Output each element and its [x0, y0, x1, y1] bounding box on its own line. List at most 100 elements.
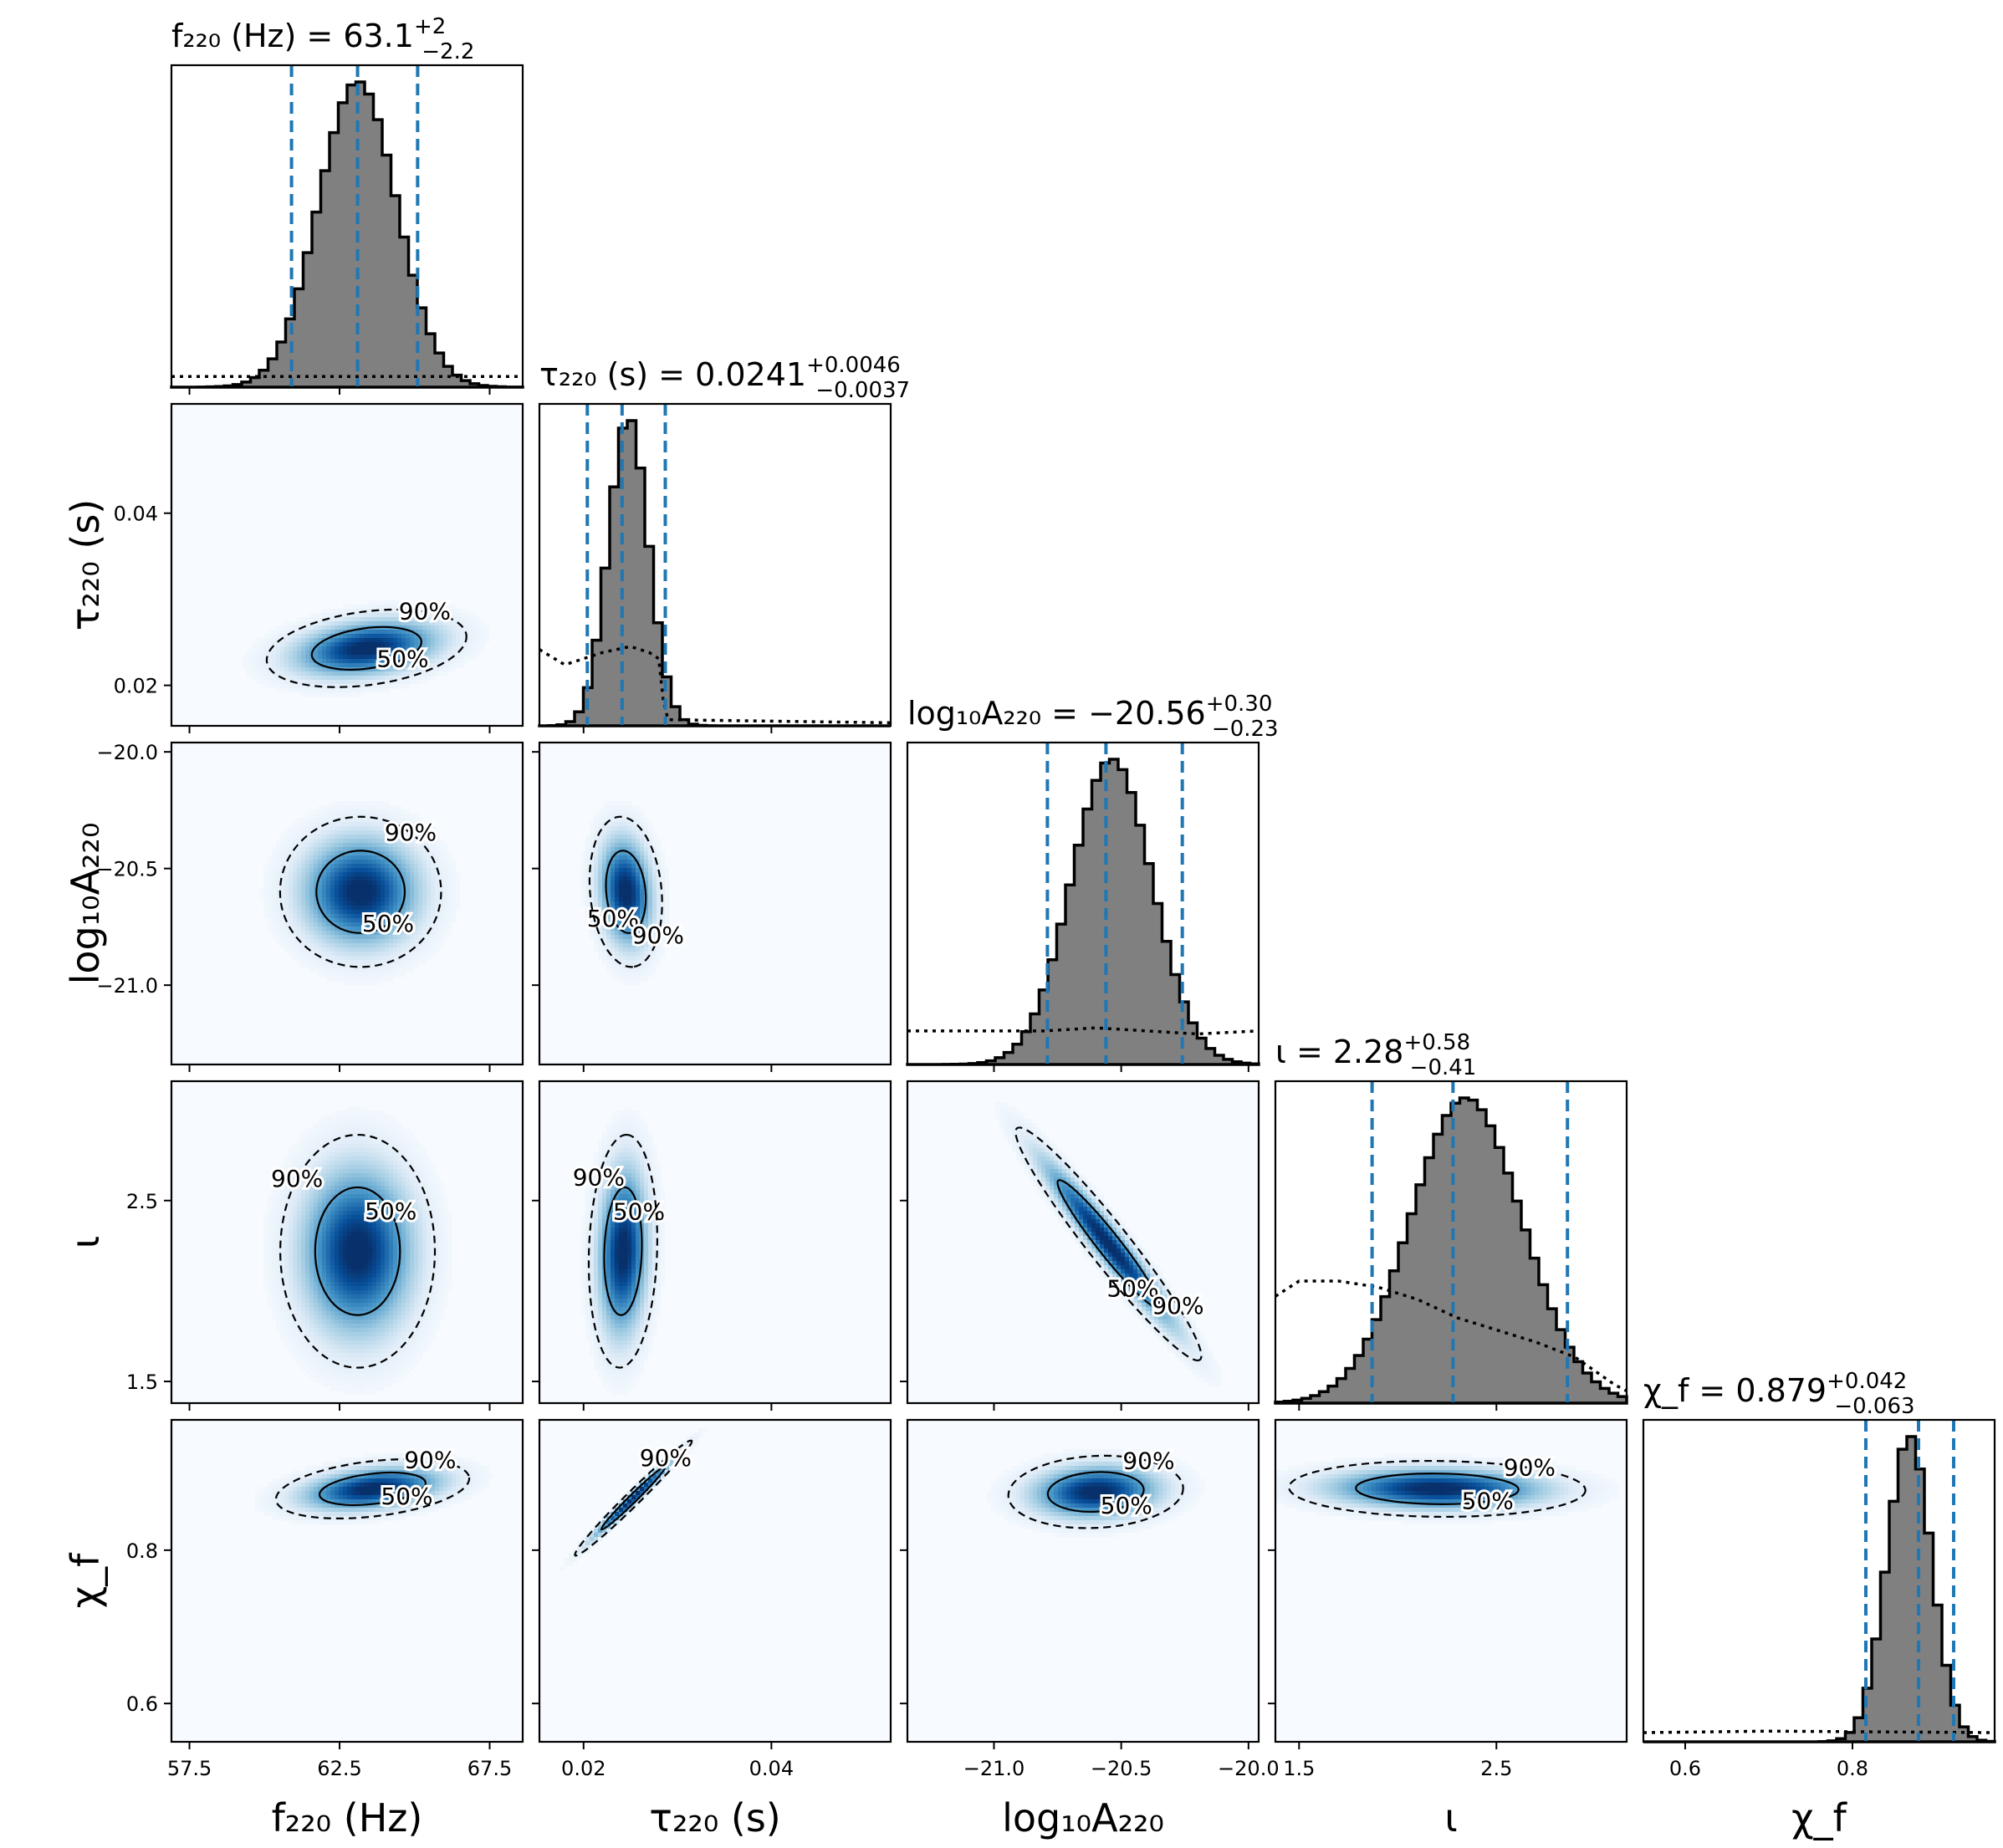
density-cell: [418, 630, 423, 635]
density-cell: [456, 897, 461, 902]
density-cell: [343, 805, 348, 810]
density-cell: [360, 680, 365, 685]
density-cell: [314, 927, 319, 932]
density-cell: [343, 1320, 348, 1325]
density-cell: [644, 885, 649, 890]
density-cell: [355, 1211, 360, 1216]
density-cell: [368, 864, 373, 869]
density-cell: [293, 897, 298, 902]
density-cell: [309, 855, 314, 860]
density-cell: [410, 939, 415, 944]
density-cell: [326, 972, 331, 978]
density-cell: [305, 1173, 310, 1178]
density-cell: [293, 1219, 298, 1224]
density-cell: [335, 847, 340, 852]
density-cell: [381, 935, 386, 940]
density-cell: [360, 617, 365, 622]
density-cell: [289, 922, 294, 927]
density-cell: [280, 935, 285, 940]
density-cell: [309, 625, 314, 630]
density-cell: [343, 676, 348, 681]
density-cell: [422, 659, 427, 664]
density-cell: [305, 1366, 310, 1371]
density-cell: [343, 1236, 348, 1241]
density-cell: [661, 914, 666, 919]
density-cell: [305, 1131, 310, 1136]
density-cell: [343, 1257, 348, 1262]
density-cell: [289, 638, 294, 643]
density-cell: [259, 646, 264, 651]
density-cell: [301, 906, 306, 911]
density-cell: [657, 885, 662, 890]
density-cell: [364, 1110, 369, 1115]
density-cell: [301, 1140, 306, 1145]
density-cell: [326, 659, 331, 664]
density-cell: [268, 676, 273, 681]
density-cell: [648, 914, 653, 919]
density-cell: [326, 881, 331, 886]
density-cell: [389, 830, 394, 835]
density-cell: [401, 680, 406, 685]
density-cell: [322, 839, 327, 844]
density-cell: [330, 1202, 335, 1207]
y-tick-label: −20.5: [96, 858, 158, 881]
density-cell: [619, 901, 624, 906]
density-cell: [368, 960, 373, 965]
density-cell: [284, 1215, 289, 1220]
density-cell: [305, 642, 310, 647]
density-cell: [644, 960, 649, 965]
density-cell: [435, 906, 440, 911]
density-cell: [360, 922, 365, 927]
density-cell: [439, 935, 444, 940]
density-cell: [360, 1340, 365, 1345]
density-cell: [427, 671, 432, 676]
density-cell: [427, 922, 432, 927]
density-cell: [473, 621, 478, 626]
density-cell: [318, 1207, 323, 1212]
density-cell: [657, 855, 662, 860]
density-cell: [351, 939, 356, 944]
density-cell: [661, 927, 666, 932]
density-cell: [347, 1219, 352, 1224]
density-cell: [255, 663, 260, 668]
density-cell: [606, 927, 611, 932]
density-cell: [427, 651, 432, 656]
density-cell: [343, 1328, 348, 1333]
density-cell: [385, 839, 390, 844]
density-cell: [590, 822, 595, 827]
density-cell: [431, 910, 436, 915]
density-cell: [276, 1307, 281, 1312]
density-cell: [289, 1165, 294, 1170]
density-cell: [326, 968, 331, 973]
density-cell: [339, 839, 344, 844]
density-cell: [301, 1315, 306, 1320]
density-cell: [330, 625, 335, 630]
density-cell: [364, 642, 369, 647]
density-cell: [335, 947, 340, 952]
density-cell: [293, 1311, 298, 1316]
density-cell: [631, 843, 636, 848]
density-cell: [301, 676, 306, 681]
density-cell: [314, 655, 319, 660]
density-cell: [335, 1198, 340, 1203]
density-cell: [401, 910, 406, 915]
density-cell: [381, 801, 386, 806]
density-cell: [443, 646, 448, 651]
density-cell: [644, 881, 649, 886]
density-cell: [309, 847, 314, 852]
density-cell: [301, 956, 306, 961]
density-cell: [309, 872, 314, 877]
density-cell: [368, 1253, 373, 1258]
density-cell: [297, 818, 302, 823]
density-cell: [322, 1328, 327, 1333]
density-cell: [606, 851, 611, 856]
density-cell: [322, 1182, 327, 1187]
density-cell: [314, 1228, 319, 1233]
density-cell: [247, 663, 252, 668]
density-cell: [414, 939, 419, 944]
density-cell: [339, 1374, 344, 1379]
density-cell: [301, 1194, 306, 1199]
density-cell: [393, 667, 398, 672]
density-cell: [347, 964, 352, 969]
density-cell: [368, 847, 373, 852]
